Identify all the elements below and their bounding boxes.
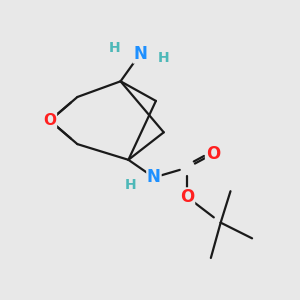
Text: H: H bbox=[158, 51, 170, 65]
Text: O: O bbox=[206, 145, 220, 163]
Text: N: N bbox=[133, 45, 147, 63]
Text: O: O bbox=[180, 188, 194, 206]
Text: H: H bbox=[109, 41, 121, 55]
Text: N: N bbox=[147, 169, 161, 187]
Text: O: O bbox=[44, 113, 56, 128]
Text: H: H bbox=[124, 178, 136, 192]
